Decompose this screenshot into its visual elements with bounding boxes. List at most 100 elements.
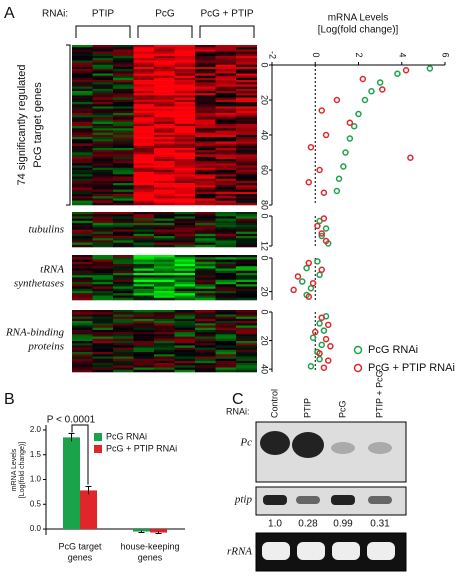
heatmap-cell: [195, 214, 216, 217]
heatmap-cell: [195, 257, 216, 260]
heatmap-cell: [92, 45, 114, 48]
heatmap-cell: [154, 282, 175, 285]
heatmap-cell: [174, 108, 196, 112]
heatmap-cell: [113, 312, 134, 315]
heatmap-cell: [133, 45, 155, 48]
heatmap-cell: [174, 327, 196, 331]
heatmap-cell: [133, 141, 155, 144]
heatmap-cell: [236, 143, 257, 147]
heatmap-cell: [195, 212, 216, 215]
heatmap-cell: [72, 369, 93, 373]
heatmap-cell: [215, 242, 237, 246]
point: [307, 363, 315, 370]
heatmap-cell: [174, 91, 196, 94]
heatmap-cell: [154, 316, 175, 320]
heatmap-cell: [215, 95, 237, 98]
heatmap-cell: [195, 145, 216, 149]
heatmap-cell: [133, 95, 155, 98]
heatmap-cell: [154, 137, 175, 140]
heatmap-cell: [174, 121, 196, 125]
heatmap-cell: [92, 187, 114, 190]
heatmap-cell: [113, 358, 134, 362]
heatmap-cell: [92, 261, 114, 265]
heatmap-cell: [133, 183, 155, 186]
heatmap-cell: [154, 233, 175, 237]
heatmap-cell: [92, 365, 114, 368]
heatmap-cell: [113, 154, 134, 158]
heatmap-cell: [215, 225, 237, 228]
point: [361, 96, 369, 104]
heatmap-cell: [113, 264, 134, 267]
heatmap-cell: [236, 244, 257, 248]
heatmap-cell: [236, 194, 257, 197]
panel-label: B: [4, 391, 15, 408]
heatmap-cell: [113, 270, 134, 274]
point: [305, 259, 313, 267]
heatmap-cell: [72, 323, 93, 326]
point: [307, 144, 315, 151]
heatmap-cell: [236, 233, 257, 237]
heatmap-cell: [154, 352, 175, 355]
heatmap-cell: [72, 347, 93, 351]
heatmap-cell: [215, 97, 237, 101]
point: [316, 271, 323, 279]
heatmap-cell: [92, 286, 114, 290]
heatmap-cell: [133, 291, 155, 294]
heatmap-cell: [113, 343, 134, 346]
heatmap-cell: [72, 58, 93, 61]
heatmap-cell: [92, 318, 114, 322]
point: [350, 123, 358, 130]
heatmap-cell: [154, 363, 175, 366]
heatmap-cell: [195, 329, 216, 333]
heatmap-cell: [154, 284, 175, 287]
heatmap-cell: [92, 143, 114, 147]
heatmap-cell: [92, 77, 114, 81]
heatmap-cell: [215, 150, 237, 153]
heatmap-cell: [92, 60, 114, 63]
heatmap-cell: [236, 297, 257, 301]
heatmap-cell: [72, 148, 93, 151]
heatmap-cell: [113, 334, 134, 337]
heatmap-cell: [72, 112, 93, 116]
heatmap-cell: [174, 123, 196, 127]
heatmap-cell: [236, 198, 257, 201]
heatmap-cell: [72, 242, 93, 246]
heatmap-cell: [174, 288, 196, 292]
heatmap-cell: [174, 158, 196, 162]
heatmap-cell: [215, 60, 237, 63]
x-tick-label: genes: [138, 552, 163, 562]
point: [342, 149, 349, 156]
heatmap-cell: [195, 91, 216, 94]
heatmap-cell: [133, 82, 155, 85]
heatmap-cell: [113, 88, 134, 92]
heatmap-cell: [154, 172, 175, 175]
heatmap-cell: [215, 288, 237, 292]
heatmap-cell: [72, 141, 93, 144]
heatmap-cell: [72, 293, 93, 296]
heatmap-cell: [174, 323, 196, 326]
blot-row-label: rRNA: [227, 546, 252, 558]
heatmap-cell: [154, 47, 175, 50]
heatmap-cell: [92, 202, 114, 206]
group-label: proteins: [27, 341, 64, 353]
heatmap-cell: [154, 227, 175, 230]
heatmap-cell: [236, 218, 257, 222]
heatmap-cell: [133, 115, 155, 118]
heatmap-cell: [133, 354, 155, 357]
heatmap-cell: [215, 45, 237, 48]
heatmap-cell: [236, 88, 257, 92]
heatmap-cell: [154, 198, 175, 201]
heatmap-cell: [133, 174, 155, 177]
x-tick-label: 2: [354, 52, 364, 57]
heatmap-cell: [236, 110, 257, 114]
heatmap-cell: [215, 180, 237, 184]
heatmap-cell: [236, 255, 257, 258]
heatmap-cell: [195, 84, 216, 87]
heatmap-cell: [195, 97, 216, 101]
heatmap-cell: [72, 49, 93, 52]
heatmap-cell: [92, 310, 114, 313]
heatmap-cell: [113, 84, 134, 87]
heatmap-cell: [174, 200, 196, 204]
heatmap-cell: [92, 154, 114, 158]
heatmap-cell: [113, 60, 134, 63]
